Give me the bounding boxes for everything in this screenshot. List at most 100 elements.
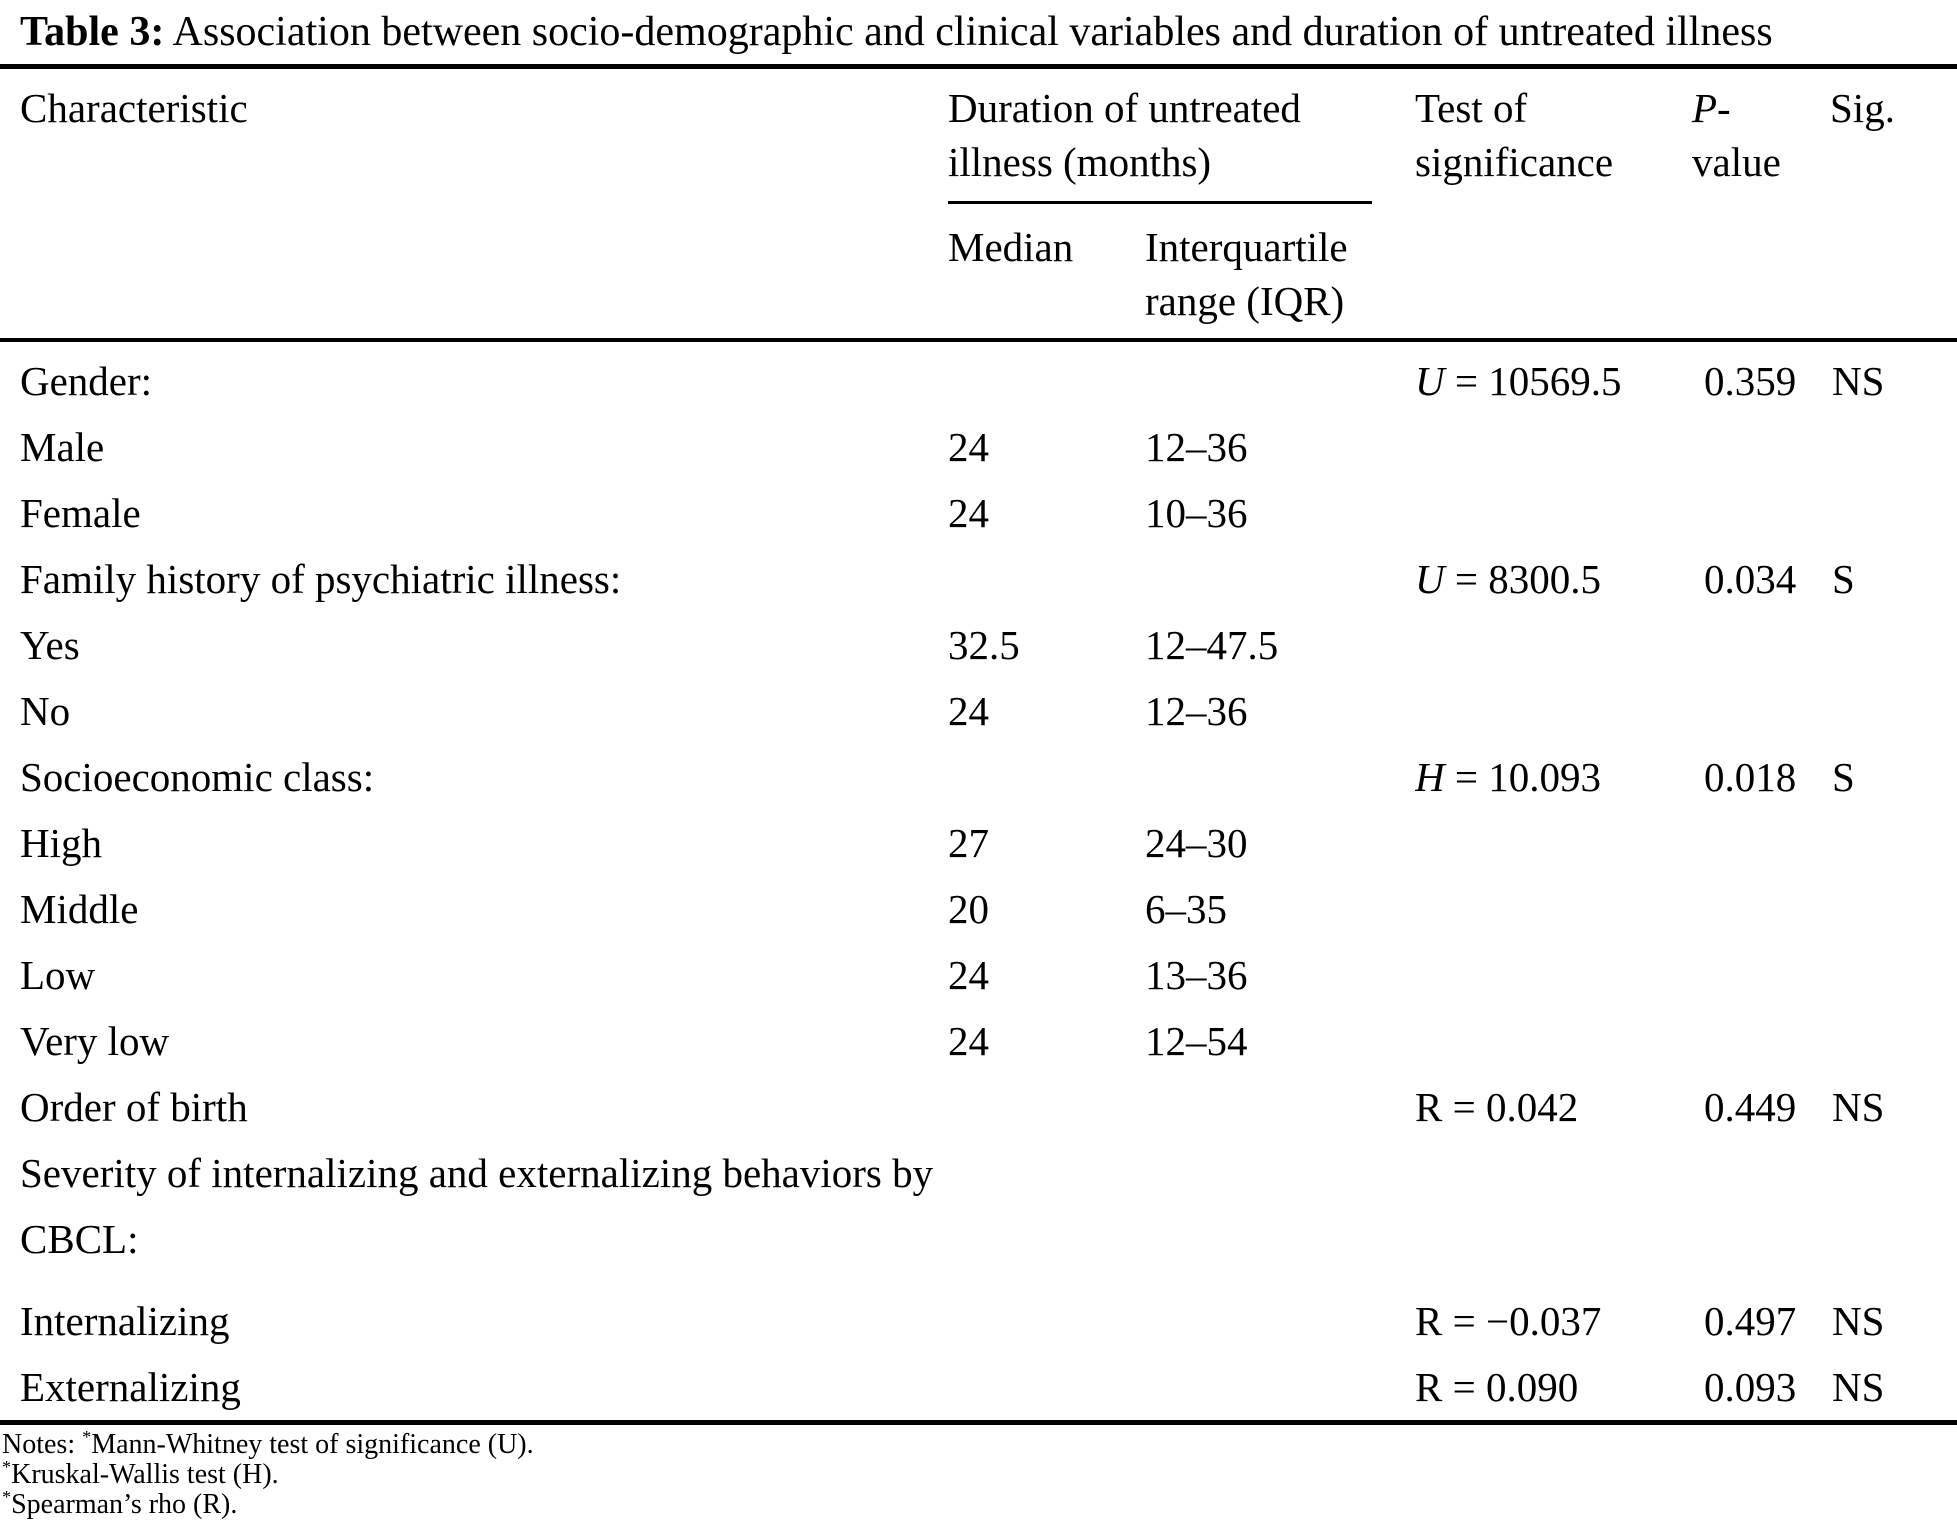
duration-group-label: Duration of untreated illness (months) (948, 81, 1372, 204)
footnote-asterisk: * (82, 1427, 92, 1447)
table-row: Order of birth R = 0.042 0.449 NS (0, 1074, 1957, 1140)
test-statistic-symbol: H (1415, 754, 1445, 800)
cell-iqr: 12–36 (1145, 424, 1248, 470)
footnote-text: Spearman’s rho (R). (11, 1489, 238, 1520)
cell-median: 27 (948, 820, 989, 866)
cell-significance (1830, 414, 1957, 480)
cell-significance: S (1832, 754, 1855, 800)
cell-significance: S (1832, 556, 1855, 602)
cell-significance (1830, 942, 1957, 1008)
cell-characteristic: Family history of psychiatric illness: (20, 556, 622, 602)
cell-median (948, 338, 1145, 414)
footnote-text: Kruskal-Wallis test (H). (11, 1459, 279, 1490)
cell-significance (1830, 810, 1957, 876)
test-statistic-symbol: R (1415, 1084, 1443, 1130)
cell-pvalue (1692, 942, 1830, 1008)
cell-test-statistic (1415, 876, 1692, 942)
pvalue-header-hyphen: - (1717, 85, 1731, 131)
cell-pvalue (1692, 1008, 1830, 1074)
cell-pvalue (1692, 1140, 1830, 1288)
note-line: *Spearman’s rho (R). (2, 1488, 1957, 1520)
cell-median: 24 (948, 1018, 989, 1064)
cell-test-statistic (1415, 810, 1692, 876)
test-statistic-symbol: R (1415, 1364, 1443, 1410)
cell-significance (1830, 876, 1957, 942)
cell-median (948, 1288, 1145, 1354)
table-row: Male 24 12–36 (0, 414, 1957, 480)
cell-significance: NS (1832, 1298, 1885, 1344)
cell-pvalue (1692, 480, 1830, 546)
cell-characteristic: Internalizing (20, 1298, 230, 1344)
table-row: Female 24 10–36 (0, 480, 1957, 546)
cell-iqr: 24–30 (1145, 820, 1248, 866)
cell-characteristic: High (20, 820, 102, 866)
cell-iqr: 12–54 (1145, 1018, 1248, 1064)
cell-significance: NS (1832, 1084, 1885, 1130)
cell-median: 24 (948, 490, 989, 536)
cell-significance (1830, 678, 1957, 744)
footnote-text: Mann-Whitney test of significance (U). (91, 1429, 534, 1460)
table-row: Family history of psychiatric illness: U … (0, 546, 1957, 612)
cell-test-statistic (1415, 1140, 1692, 1288)
cell-test-statistic (1415, 942, 1692, 1008)
cell-pvalue (1692, 810, 1830, 876)
cell-pvalue (1692, 612, 1830, 678)
table-row: Yes 32.5 12–47.5 (0, 612, 1957, 678)
pvalue-header-symbol: P (1692, 85, 1718, 131)
cell-significance (1830, 480, 1957, 546)
test-statistic-symbol: U (1415, 556, 1445, 602)
table-row: Externalizing R = 0.090 0.093 NS (0, 1354, 1957, 1423)
test-statistic-symbol: R (1415, 1298, 1443, 1344)
cell-pvalue: 0.359 (1692, 338, 1830, 414)
col-header-sig: Sig. (1830, 85, 1895, 131)
col-header-characteristic: Characteristic (20, 85, 248, 131)
cell-test-statistic: U = 10569.5 (1415, 338, 1692, 414)
cell-iqr (1145, 1288, 1415, 1354)
cell-significance (1830, 612, 1957, 678)
test-statistic-symbol: U (1415, 358, 1445, 404)
note-line: *Kruskal-Wallis test (H). (2, 1458, 1957, 1490)
col-header-test: Test of significance (1415, 85, 1614, 185)
cell-median: 24 (948, 424, 989, 470)
cell-median: 24 (948, 952, 989, 998)
cell-characteristic: Externalizing (20, 1364, 241, 1410)
col-header-pvalue: P- value (1692, 67, 1830, 341)
cell-median (948, 1074, 1145, 1140)
cell-iqr (1145, 338, 1415, 414)
cell-iqr (1145, 1074, 1415, 1140)
table-row: Gender: U = 10569.5 0.359 NS (0, 338, 1957, 414)
cell-pvalue: 0.497 (1704, 1298, 1797, 1344)
cell-iqr (1145, 744, 1415, 810)
table-row: No 24 12–36 (0, 678, 1957, 744)
table-row: Very low 24 12–54 (0, 1008, 1957, 1074)
note-line: Notes: *Mann-Whitney test of significanc… (2, 1427, 1957, 1460)
cell-significance: NS (1830, 338, 1957, 414)
cell-characteristic: Low (20, 952, 96, 998)
cell-test-statistic: R = 0.042 (1415, 1084, 1579, 1130)
cell-iqr (1145, 1140, 1415, 1288)
cell-characteristic: Severity of internalizing and externaliz… (20, 1150, 934, 1262)
cell-test-statistic (1415, 414, 1692, 480)
cell-median (948, 546, 1145, 612)
cell-test-statistic (1415, 612, 1692, 678)
cell-pvalue (1692, 678, 1830, 744)
col-header-median: Median (948, 224, 1074, 270)
cell-median: 24 (948, 688, 989, 734)
cell-iqr (1145, 546, 1415, 612)
table-row: Internalizing R = −0.037 0.497 NS (0, 1288, 1957, 1354)
cell-median (948, 744, 1145, 810)
cell-characteristic: Yes (20, 622, 80, 668)
cell-iqr (1145, 1354, 1415, 1423)
stats-table: Characteristic Duration of untreated ill… (0, 64, 1957, 1425)
cell-pvalue: 0.018 (1704, 754, 1797, 800)
cell-test-statistic (1415, 1008, 1692, 1074)
cell-characteristic: Female (20, 490, 141, 536)
cell-pvalue: 0.449 (1704, 1084, 1797, 1130)
cell-test-statistic (1415, 678, 1692, 744)
cell-characteristic: No (20, 688, 71, 734)
cell-pvalue (1692, 876, 1830, 942)
cell-characteristic: Middle (20, 886, 139, 932)
table-caption: Table 3: Association between socio-demog… (0, 0, 1957, 64)
cell-significance: NS (1832, 1364, 1885, 1410)
